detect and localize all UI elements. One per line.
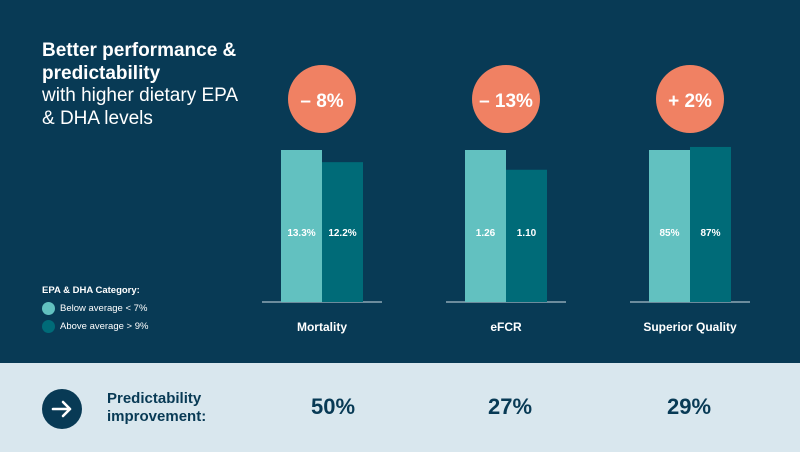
legend-item-above: Above average > 9% [42,320,148,333]
data-label-superior-quality-below: 85% [659,228,679,239]
legend-dot-above [42,320,55,333]
bar-superior-quality-below [649,150,690,302]
category-label-superior-quality: Superior Quality [643,320,737,334]
title-bold: Better performance & predictability [42,40,237,84]
legend-dot-below [42,302,55,315]
bar-mortality-above [322,162,363,302]
legend-item-below: Below average < 7% [42,302,148,315]
bar-efcr-below [465,150,506,302]
title-light: with higher dietary EPA & DHA levels [42,85,238,129]
category-label-efcr: eFCR [490,320,522,334]
badge-circle-efcr [472,65,540,133]
bar-mortality-below [281,150,322,302]
data-label-mortality-below: 13.3% [287,228,315,239]
predictability-value-quality: 29% [666,394,712,419]
legend: EPA & DHA Category: Below average < 7% A… [42,285,148,338]
page-title: Better performance & predictability with… [42,40,282,130]
bar-superior-quality-above [690,146,731,302]
predictability-label: Predictability improvement: [107,390,207,425]
predictability-panel [0,363,800,452]
predictability-value-efcr: 27% [487,394,533,419]
category-label-mortality: Mortality [297,320,347,334]
bar-efcr-above [506,169,547,302]
bar-chart: 13.3% 12.2% Mortality – 8% 1.26 1.10 eFCR – 13%… [262,65,750,334]
data-label-mortality-above: 12.2% [328,228,356,239]
legend-label-below: Below average < 7% [60,303,148,314]
badge-text-efcr: – 13% [479,91,533,112]
predictability-value-mortality: 50% [310,394,356,419]
arrow-right-icon [42,389,82,429]
badge-text-mortality: – 8% [300,91,343,112]
badge-circle-superior-quality [656,65,724,133]
badge-circle-mortality [288,65,356,133]
legend-title: EPA & DHA Category: [42,285,140,296]
badge-text-superior-quality: + 2% [668,91,712,112]
data-label-efcr-above: 1.10 [517,228,537,239]
legend-label-above: Above average > 9% [60,321,149,332]
data-label-superior-quality-above: 87% [700,228,720,239]
data-label-efcr-below: 1.26 [476,228,496,239]
